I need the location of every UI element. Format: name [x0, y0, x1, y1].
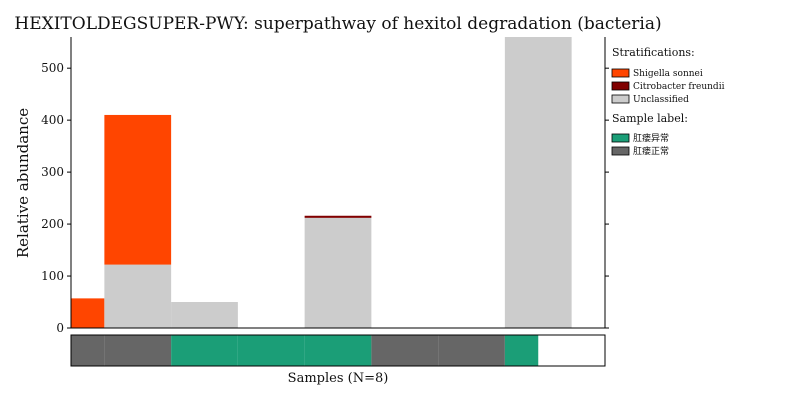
y-tick-label: 500	[41, 61, 64, 75]
legend-label-entry: 肛瘘异常	[633, 132, 669, 144]
bar-shigella-sample-1	[71, 298, 105, 328]
legend-swatch	[611, 94, 630, 104]
legend-entry-label: Citrobacter freundii	[633, 82, 725, 92]
legend-entry-label: Unclassified	[633, 95, 689, 105]
legend-swatch	[611, 68, 630, 78]
y-tick-label: 400	[41, 113, 64, 127]
y-tick-label: 300	[41, 165, 64, 179]
label-cell-sample-5	[304, 335, 372, 366]
legend-label-swatch	[611, 146, 630, 156]
label-cell-sample-7	[438, 335, 505, 366]
bar-unclassified-sample-3	[171, 302, 238, 328]
bar-shigella-sample-2	[104, 114, 172, 265]
bar-unclassified-sample-2	[104, 264, 172, 328]
x-axis-label: Samples (N=8)	[288, 371, 389, 386]
bar-unclassified-sample-8	[504, 37, 572, 328]
y-tick-label: 100	[41, 269, 64, 283]
label-cell-sample-4	[237, 335, 305, 366]
bar-citrobacter-sample-5	[304, 215, 372, 218]
legend-stratifications-title: Stratifications:	[612, 46, 695, 59]
label-cell-sample-1	[71, 335, 105, 366]
label-cell-sample-2	[104, 335, 172, 366]
chart-title: HEXITOLDEGSUPER-PWY: superpathway of hex…	[14, 14, 661, 34]
legend: Stratifications: Shigella sonnei Citrobact…	[611, 46, 725, 157]
sample-label-strip	[70, 334, 606, 367]
label-cell-sample-6	[371, 335, 439, 366]
legend-entry-label: Shigella sonnei	[633, 69, 703, 79]
legend-label-swatch	[611, 133, 630, 143]
label-strip-border	[70, 334, 606, 367]
plot-area: 0 100 200 300 400 500	[41, 37, 609, 335]
y-tick-label: 200	[41, 217, 64, 231]
legend-label-entry: 肛瘘正常	[633, 145, 669, 157]
legend-swatch	[611, 81, 630, 91]
bar-unclassified-sample-5	[304, 217, 372, 328]
legend-sample-label-title: Sample label:	[612, 112, 688, 125]
y-tick-label: 0	[56, 321, 64, 335]
label-cell-sample-8	[504, 335, 539, 366]
y-axis-label: Relative abundance	[14, 108, 32, 258]
label-cell-sample-3	[171, 335, 238, 366]
